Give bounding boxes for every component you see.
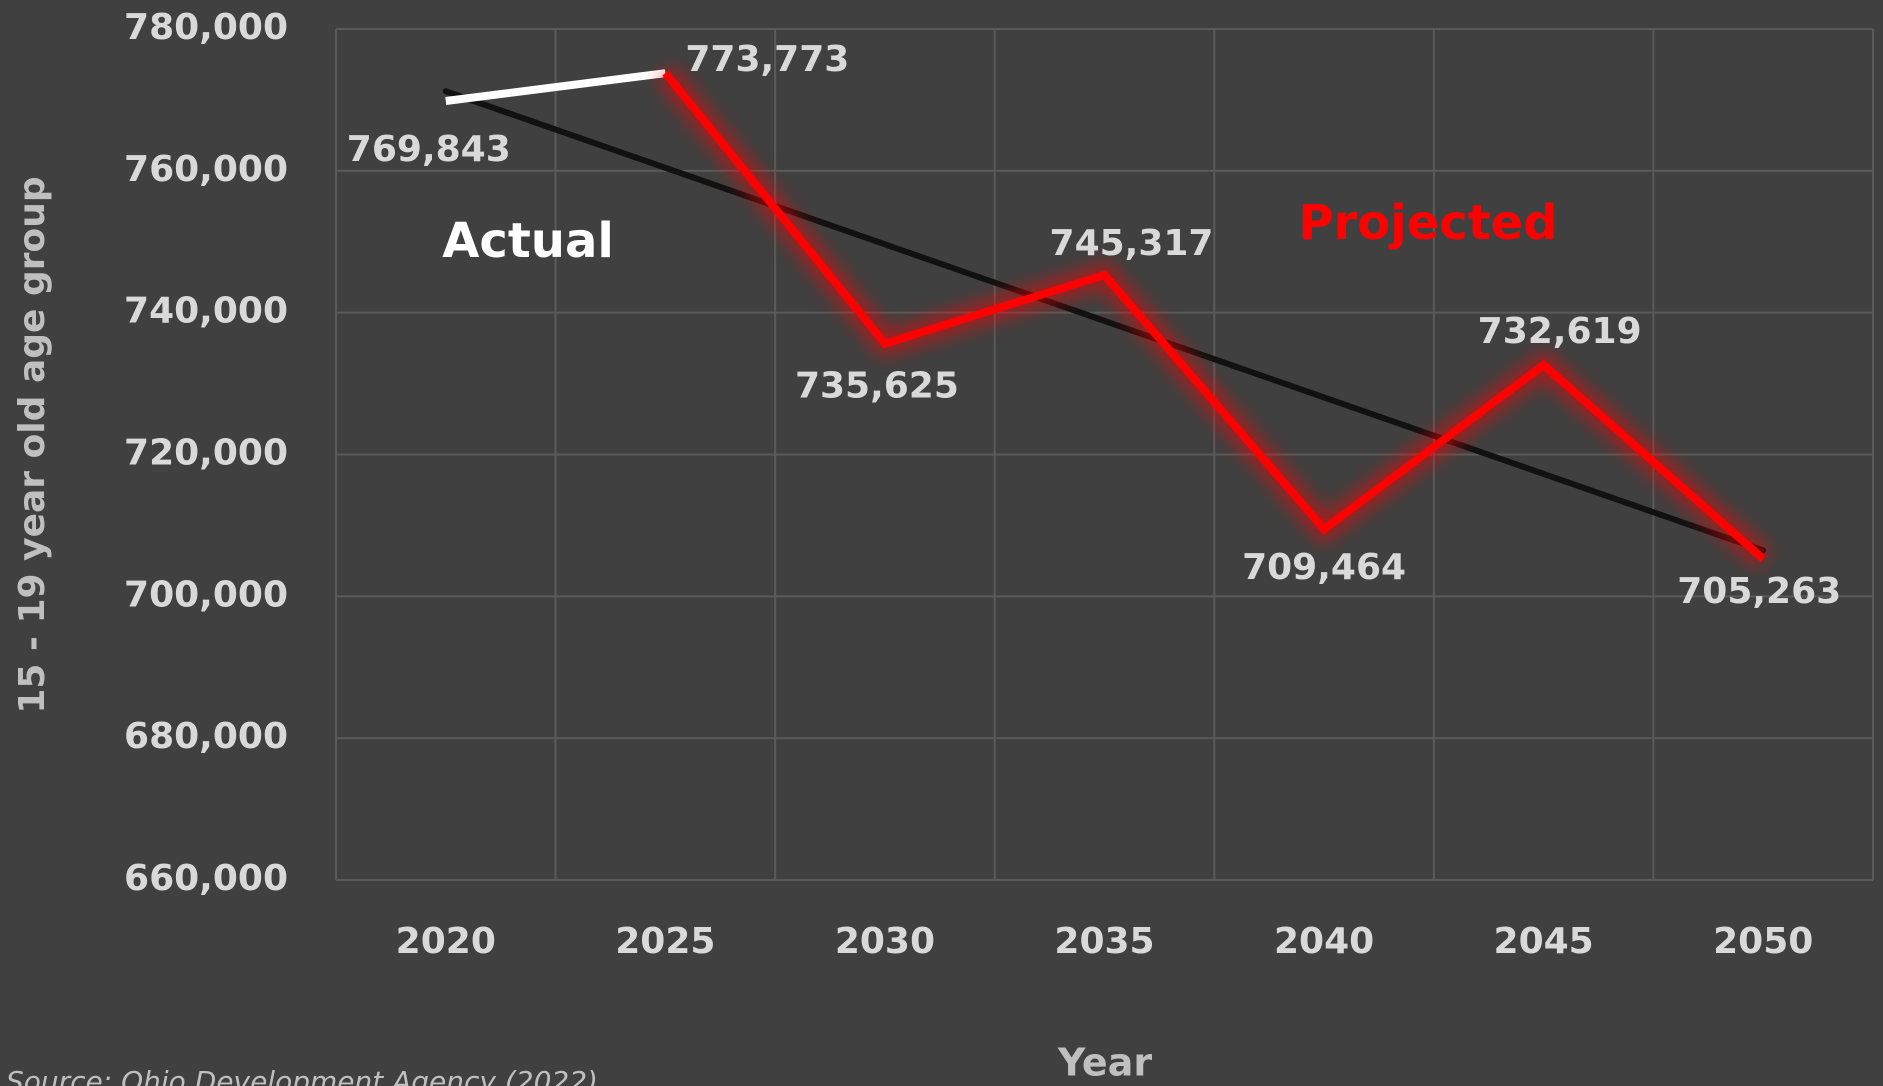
line — [445, 69, 666, 105]
trendline — [442, 88, 1767, 554]
x-tick-label: 2030 — [835, 921, 935, 962]
data-label: 732,619 — [1478, 311, 1642, 352]
y-tick-label: 660,000 — [124, 858, 288, 899]
data-label: 773,773 — [685, 39, 849, 80]
x-axis-label: Year — [1057, 1041, 1152, 1085]
y-tick-label: 680,000 — [124, 716, 288, 757]
line — [662, 70, 1766, 563]
x-tick-label: 2040 — [1274, 921, 1374, 962]
y-tick-label: 720,000 — [124, 433, 288, 474]
y-tick-label: 740,000 — [124, 291, 288, 332]
data-label: 735,625 — [795, 366, 959, 407]
source: Source: Ohio Development Agency (2022) — [6, 1065, 598, 1086]
data-label: 709,464 — [1242, 547, 1406, 588]
x-tick-label: 2025 — [615, 921, 715, 962]
projected-annotation: Projected — [1298, 195, 1557, 251]
actual-annotation: Actual — [442, 213, 614, 269]
data-label: 769,843 — [347, 129, 511, 170]
y-tick-label: 700,000 — [124, 574, 288, 615]
x-tick-label: 2035 — [1054, 921, 1154, 962]
x-tick-label: 2020 — [396, 921, 496, 962]
data-label: 705,263 — [1677, 571, 1841, 612]
x-tick-label: 2045 — [1494, 921, 1594, 962]
y-axis-label: 15 - 19 year old age group — [12, 176, 53, 713]
x-tick-label: 2050 — [1713, 921, 1813, 962]
data-label: 745,317 — [1050, 223, 1214, 264]
y-tick-label: 760,000 — [124, 149, 288, 190]
y-tick-label: 780,000 — [124, 7, 288, 48]
